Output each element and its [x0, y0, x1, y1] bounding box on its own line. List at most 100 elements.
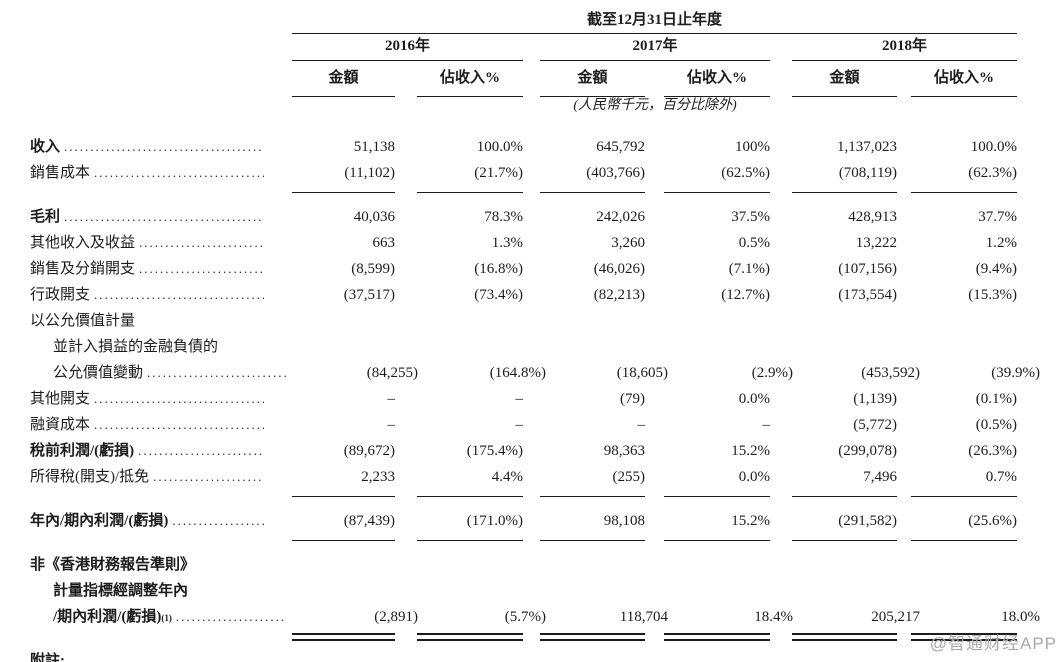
- rule-segment: [792, 496, 897, 497]
- percent-cell: 78.3%: [484, 209, 523, 225]
- amount-cell: (453,592): [861, 365, 920, 381]
- amount-header-2016: 金額: [328, 70, 359, 86]
- percent-cell: (164.8%): [489, 365, 546, 381]
- amount-cell: 2,233: [361, 469, 395, 485]
- pct-header-2017: 佔收入%: [686, 70, 747, 86]
- percent-cell: (12.7%): [721, 287, 770, 303]
- percent-cell: (16.8%): [474, 261, 523, 277]
- row-label-cell: 其他收入及收益: [30, 230, 270, 256]
- percent-cell: 100.0%: [970, 139, 1017, 155]
- amount-cell: 242,026: [596, 209, 645, 225]
- dotted-leader: [64, 134, 264, 160]
- row-label: 銷售及分銷開支: [30, 261, 136, 277]
- row-label: 收入: [30, 139, 61, 155]
- percent-cell: 0.7%: [985, 469, 1017, 485]
- table-row: 其他開支 – – (79) 0.0% (1,139) (0.1%): [0, 386, 1063, 412]
- table-row: 銷售成本 (11,102) (21.7%) (403,766) (62.5%) (708,…: [0, 160, 1063, 186]
- row-label-cell: 毛利: [30, 204, 270, 230]
- rule-segment: [540, 633, 645, 641]
- rule-segment: [911, 540, 1017, 541]
- single-rule-row: [0, 534, 1063, 552]
- amount-cell: 98,108: [603, 513, 645, 529]
- rule-segment: [664, 496, 770, 497]
- dotted-leader: [139, 256, 264, 282]
- row-label: 計量指標經調整年內: [53, 583, 189, 599]
- amount-cell: (87,439): [343, 513, 395, 529]
- table-row: 年內/期內利潤/(虧損) (87,439) (171.0%) 98,108 15.2% (…: [0, 508, 1063, 534]
- amount-cell: 205,217: [871, 609, 920, 625]
- dotted-leader: [94, 160, 264, 186]
- table-row: 行政開支 (37,517) (73.4%) (82,213) (12.7%) (173,5…: [0, 282, 1063, 308]
- amount-cell: (291,582): [838, 513, 897, 529]
- row-label: 其他收入及收益: [30, 235, 136, 251]
- table-row: 稅前利潤/(虧損) (89,672) (175.4%) 98,363 15.2% (299…: [0, 438, 1063, 464]
- percent-cell: 4.4%: [491, 469, 523, 485]
- percent-cell: 1.2%: [985, 235, 1017, 251]
- percent-cell: 37.5%: [731, 209, 770, 225]
- table-row: 計量指標經調整年內: [0, 578, 1063, 604]
- dotted-leader: [172, 508, 264, 534]
- amount-cell: 645,792: [596, 139, 645, 155]
- rule-segment: [292, 496, 395, 497]
- amount-cell: 3,260: [611, 235, 645, 251]
- percent-cell: 100%: [735, 139, 770, 155]
- rule-segment: [911, 496, 1017, 497]
- dotted-leader: [176, 604, 287, 630]
- percent-cell: –: [762, 417, 771, 433]
- row-label-cell: 以公允價值計量: [30, 308, 270, 334]
- row-label: 以公允價值計量: [30, 313, 136, 329]
- percent-cell: (175.4%): [466, 443, 523, 459]
- dotted-leader: [94, 282, 264, 308]
- row-label-cell: 銷售成本: [30, 160, 270, 186]
- percent-cell: (21.7%): [474, 165, 523, 181]
- percent-cell: (2.9%): [751, 365, 793, 381]
- percent-cell: 15.2%: [731, 513, 770, 529]
- dotted-leader: [153, 464, 264, 490]
- percent-cell: (25.6%): [968, 513, 1017, 529]
- dotted-leader: [64, 204, 264, 230]
- row-label: 銷售成本: [30, 165, 91, 181]
- pct-header-2016: 佔收入%: [439, 70, 500, 86]
- table-row: 融資成本 – – – – (5,772) (0.5%): [0, 412, 1063, 438]
- amount-cell: 13,222: [855, 235, 897, 251]
- rule-segment: [417, 192, 523, 193]
- row-label: 毛利: [30, 209, 61, 225]
- amount-cell: 663: [372, 235, 396, 251]
- percent-cell: (5.7%): [504, 609, 546, 625]
- header-body-gap: [0, 118, 1063, 134]
- percent-cell: 18.4%: [754, 609, 793, 625]
- percent-cell: 0.0%: [738, 469, 770, 485]
- rule-segment: [792, 633, 897, 641]
- row-label-cell: 計量指標經調整年內: [30, 578, 293, 604]
- row-label: /期內利潤/(虧損): [53, 609, 162, 625]
- rule-segment: [540, 540, 645, 541]
- column-header-row: 金額 佔收入% 金額 佔收入% 金額 佔收入%: [0, 60, 1063, 96]
- table-row: 公允價值變動 (84,255) (164.8%) (18,605) (2.9%) (453…: [0, 360, 1063, 386]
- single-rule-row: [0, 490, 1063, 508]
- footnote-marker: (1): [161, 613, 172, 623]
- amount-cell: (18,605): [616, 365, 668, 381]
- row-label: 稅前利潤/(虧損): [30, 443, 135, 459]
- table-row: 並計入損益的金融負債的: [0, 334, 1063, 360]
- row-label: 公允價值變動: [53, 365, 144, 381]
- percent-cell: 37.7%: [978, 209, 1017, 225]
- row-label: 年內/期內利潤/(虧損): [30, 513, 169, 529]
- amount-cell: –: [387, 391, 396, 407]
- rule-segment: [911, 192, 1017, 193]
- percent-cell: 15.2%: [731, 443, 770, 459]
- percent-cell: –: [515, 391, 524, 407]
- single-rule-row: [0, 186, 1063, 204]
- row-label-cell: 銷售及分銷開支: [30, 256, 270, 282]
- dotted-leader: [94, 412, 264, 438]
- table-row: 其他收入及收益 663 1.3% 3,260 0.5% 13,222 1.2%: [0, 230, 1063, 256]
- row-label: 融資成本: [30, 417, 91, 433]
- percent-cell: (15.3%): [968, 287, 1017, 303]
- footnote-label: 附註:: [30, 653, 65, 662]
- amount-cell: 51,138: [353, 139, 395, 155]
- row-label-cell: 公允價值變動: [30, 360, 293, 386]
- rule-segment: [540, 496, 645, 497]
- rule-segment: [417, 540, 523, 541]
- amount-header-2017: 金額: [577, 70, 608, 86]
- rule-segment: [792, 540, 897, 541]
